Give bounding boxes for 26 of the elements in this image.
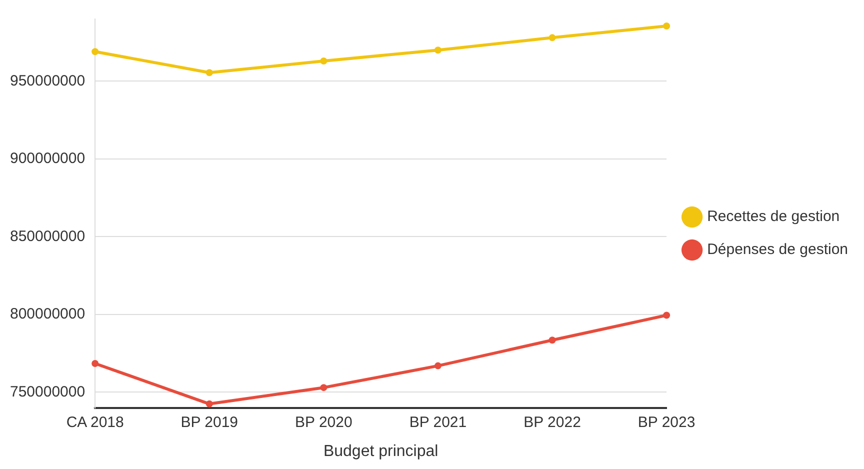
point [434,362,442,370]
y-tick-label: 800000000 [10,306,86,323]
point [206,69,213,76]
y-tick-label: 900000000 [10,150,86,168]
point [92,360,99,367]
x-tick-label: BP 2021 [409,414,467,431]
y-tick-label: 850000000 [10,228,86,245]
y-tick-label: 950000000 [10,72,86,90]
point [434,46,442,54]
legend-label: Recettes de gestion [707,208,840,226]
legend-label: Dépenses de gestion [707,241,848,258]
point [92,48,99,56]
point [320,57,328,64]
x-tick-label: BP 2023 [638,414,696,431]
point [206,400,213,408]
point [320,384,328,392]
x-tick-label: BP 2019 [180,414,238,431]
x-tick-label: CA 2018 [66,414,124,431]
point [663,312,670,319]
x-tick-label: BP 2022 [524,414,581,431]
point [548,336,556,344]
point [548,34,556,42]
point [663,22,670,30]
y-tick-label: 750000000 [10,383,86,400]
x-axis-title: Budget principal [323,442,438,460]
x-tick-label: BP 2020 [295,414,352,431]
